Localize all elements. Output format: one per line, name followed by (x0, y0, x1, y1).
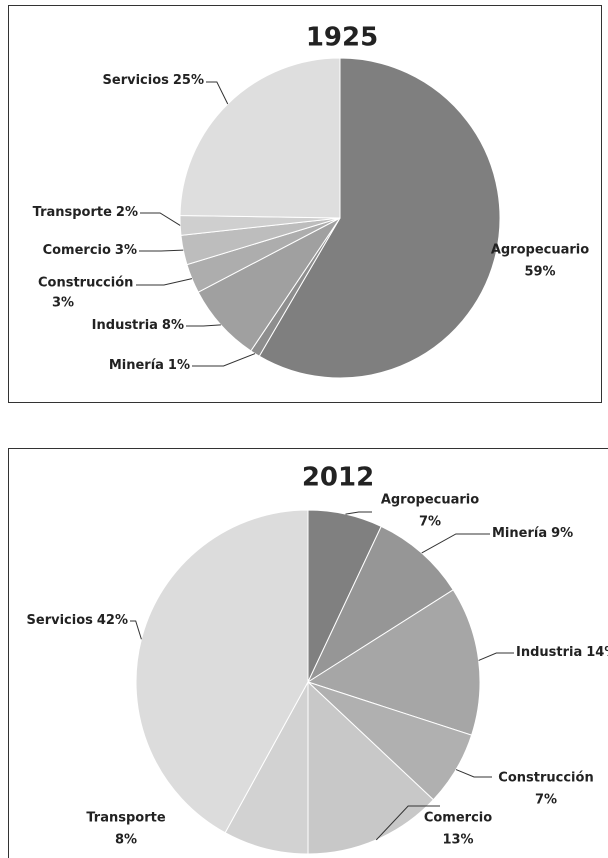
leader-line (345, 511, 372, 515)
slice-value-label: 1% (168, 358, 190, 373)
slice-value-label: 3% (115, 243, 137, 258)
slice-label: Agropecuario (491, 243, 589, 258)
slice-value-label: 14% (586, 645, 608, 660)
pie-slice (179, 57, 341, 219)
slice-label: Construcción (38, 276, 133, 291)
slice-value-label: 7% (419, 515, 441, 530)
leader-line (130, 620, 142, 640)
slice-label: Servicios 42% (27, 613, 128, 628)
slice-category: Servicios (27, 613, 94, 628)
chart-frame (8, 448, 608, 858)
pie-slice (306, 589, 481, 736)
slice-label: Minería 1% (109, 358, 190, 373)
slice-value-label: 3% (52, 296, 74, 311)
slice-value-label: 25% (173, 73, 204, 88)
slice-category: Industria (516, 645, 582, 660)
leader-line (478, 652, 514, 661)
leader-line (375, 805, 440, 841)
leader-line (140, 212, 181, 226)
pie-slice (306, 525, 454, 684)
chart-title: 1925 (306, 23, 378, 53)
slice-label: Industria 14% (516, 645, 608, 660)
slice-value-label: 2% (116, 205, 138, 220)
slice-category: Comercio (43, 243, 111, 258)
slice-label: Construcción (498, 771, 593, 786)
slice-label: Comercio 3% (43, 243, 137, 258)
slice-label: Transporte (86, 811, 165, 826)
leader-line (206, 81, 229, 105)
slice-value-label: 13% (442, 833, 473, 848)
leader-line (421, 533, 490, 554)
slice-label: Comercio (424, 811, 492, 826)
slice-value-label: 8% (162, 318, 184, 333)
chart-title: 2012 (302, 463, 374, 493)
slice-category: Minería (492, 526, 547, 541)
slice-category: Transporte (33, 205, 112, 220)
slice-value-label: 59% (524, 265, 555, 280)
slice-category: Servicios (103, 73, 170, 88)
slice-category: Industria (92, 318, 158, 333)
slice-label: Transporte 2% (33, 205, 138, 220)
leader-line (186, 324, 221, 327)
leader-line (455, 769, 492, 778)
slice-label: Servicios 25% (103, 73, 204, 88)
slice-value-label: 7% (535, 793, 557, 808)
slice-value-label: 8% (115, 833, 137, 848)
slice-label: Minería 9% (492, 526, 573, 541)
slice-category: Minería (109, 358, 164, 373)
leader-line (192, 353, 256, 367)
slice-value-label: 9% (551, 526, 573, 541)
pie-slice (258, 57, 501, 379)
slice-value-label: 42% (97, 613, 128, 628)
slice-label: Agropecuario (381, 493, 479, 508)
leader-line (139, 249, 184, 252)
chart-frame (8, 5, 602, 403)
slice-label: Industria 8% (92, 318, 184, 333)
leader-line (136, 278, 193, 286)
